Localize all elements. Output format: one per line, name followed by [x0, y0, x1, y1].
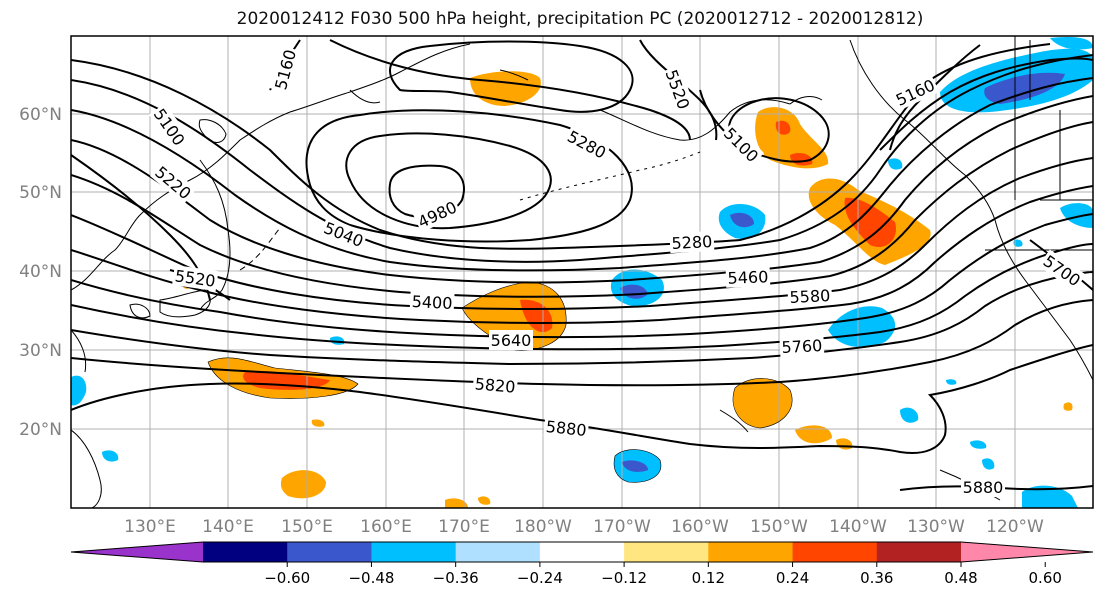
colorbar: −0.60 −0.48 −0.36 −0.24 −0.12 0.12 0.24 0.36 0.4…: [70, 541, 1094, 587]
precip-anomaly-positive: [478, 496, 491, 505]
precip-anomaly-positive: [755, 107, 829, 169]
longitude-labels: 130°E 140°E 150°E 160°E 170°E 180°W 170°…: [124, 517, 1044, 537]
precip-anomaly-positive: [844, 197, 896, 248]
latitude-labels: 60°N 50°N 40°N 30°N 20°N: [19, 105, 62, 440]
precip-anomaly-negative: [1013, 239, 1023, 247]
colorbar-swatch: [876, 542, 962, 562]
lon-label: 150°W: [750, 517, 808, 537]
colorbar-tick-label: 0.24: [776, 569, 809, 587]
colorbar-swatch: [539, 542, 625, 562]
lon-label: 140°E: [202, 517, 254, 537]
lon-label: 130°W: [907, 517, 965, 537]
colorbar-tick-label: −0.36: [433, 569, 479, 587]
colorbar-tick-label: 0.12: [692, 569, 725, 587]
precip-anomaly-negative: [984, 72, 1065, 104]
lon-label: 150°E: [281, 517, 333, 537]
contour-label: 5580: [789, 286, 831, 307]
precip-anomaly-negative: [970, 440, 987, 449]
colorbar-tick-label: −0.12: [601, 569, 647, 587]
lon-label: 130°E: [124, 517, 176, 537]
precip-anomaly-positive: [280, 470, 326, 499]
colorbar-tick-label: 0.48: [944, 569, 977, 587]
contour-label: 5880: [963, 478, 1004, 497]
precip-anomaly-negative: [900, 407, 919, 423]
precip-anomaly-positive: [462, 282, 567, 351]
lat-label: 20°N: [19, 420, 62, 440]
lon-label: 180°W: [514, 517, 572, 537]
precip-anomaly-negative: [888, 158, 903, 170]
precip-anomaly-positive: [732, 378, 793, 428]
precip-anomaly-positive: [311, 419, 325, 427]
precip-anomaly-negative: [1022, 485, 1078, 508]
map-frame: [70, 35, 1094, 509]
lon-label: 120°W: [986, 517, 1044, 537]
precip-anomaly-positive: [520, 299, 553, 333]
precip-anomaly-negative: [946, 379, 957, 385]
colorbar-extend-min: [71, 542, 203, 562]
precip-anomaly-positive: [445, 498, 468, 508]
map-title: 2020012412 F030 500 hPa height, precipit…: [236, 9, 924, 29]
colorbar-swatch: [455, 542, 541, 562]
lon-label: 170°W: [593, 517, 651, 537]
contour-label: 5880: [545, 417, 587, 440]
lat-label: 40°N: [19, 262, 62, 282]
lon-label: 160°W: [671, 517, 729, 537]
lat-label: 50°N: [19, 183, 62, 203]
lon-label: 170°E: [438, 517, 490, 537]
colorbar-extend-max: [961, 542, 1093, 562]
colorbar-swatch: [203, 542, 288, 562]
precip-anomaly-negative: [102, 450, 119, 462]
lon-label: 160°E: [360, 517, 412, 537]
colorbar-swatch: [624, 542, 709, 562]
precip-anomaly-positive: [1063, 402, 1073, 411]
contour-label: 5760: [781, 336, 823, 357]
colorbar-swatch: [792, 542, 878, 562]
colorbar-tick-label: 0.60: [1029, 569, 1062, 587]
contour-label: 5460: [727, 267, 768, 287]
colorbar-tick-label: −0.48: [348, 569, 394, 587]
precip-anomaly-positive: [795, 425, 832, 444]
lon-label: 140°W: [829, 517, 887, 537]
colorbar-tick-label: −0.24: [517, 569, 563, 587]
precip-anomaly-positive: [243, 370, 330, 390]
precip-anomaly-negative: [71, 375, 87, 406]
lat-label: 60°N: [19, 105, 62, 125]
contour-label: 5400: [411, 292, 453, 313]
precip-anomaly-negative: [622, 460, 648, 472]
colorbar-swatch: [287, 542, 372, 562]
precip-anomaly-negative: [730, 212, 754, 228]
colorbar-tick-label: −0.60: [264, 569, 310, 587]
lat-label: 30°N: [19, 341, 62, 361]
contour-label: 5820: [474, 374, 516, 396]
precip-anomaly-negative: [982, 458, 995, 470]
contour-label: 5640: [491, 331, 532, 350]
colorbar-swatch: [708, 542, 794, 562]
colorbar-swatch: [371, 542, 457, 562]
contour-label: 5280: [671, 232, 713, 253]
precip-anomaly-negative: [1060, 203, 1093, 228]
colorbar-tick-label: 0.36: [860, 569, 893, 587]
colorbar-outline: [70, 541, 1094, 563]
precip-anomaly-negative: [1050, 37, 1093, 50]
